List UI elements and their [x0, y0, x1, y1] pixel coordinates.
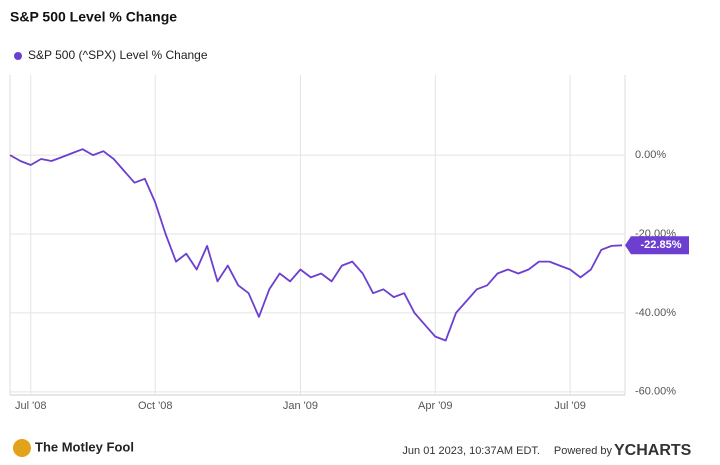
value-label-box: [625, 236, 689, 255]
logo-text: The Motley Fool: [35, 439, 134, 454]
logo-icon: [13, 439, 31, 457]
x-tick-label: Jul '09: [554, 400, 585, 412]
legend-label: S&P 500 (^SPX) Level % Change: [28, 48, 208, 62]
value-label: -22.85%: [641, 239, 682, 251]
x-tick-label: Jan '09: [283, 400, 318, 412]
x-tick-label: Apr '09: [418, 400, 453, 412]
data-line: [9, 148, 623, 342]
legend-swatch: [14, 52, 22, 60]
brand: YCHARTS: [614, 442, 692, 459]
x-tick-label: Oct '08: [138, 400, 173, 412]
y-tick-label: -60.00%: [635, 386, 676, 398]
y-tick-label: -40.00%: [635, 307, 676, 319]
source-note: Jun 01 2023, 10:37AM EDT.: [402, 445, 540, 457]
y-tick-label: 0.00%: [635, 149, 666, 161]
x-tick-label: Jul '08: [15, 400, 46, 412]
chart-title: S&P 500 Level % Change: [10, 9, 177, 25]
powered-by: Powered by: [554, 445, 613, 457]
